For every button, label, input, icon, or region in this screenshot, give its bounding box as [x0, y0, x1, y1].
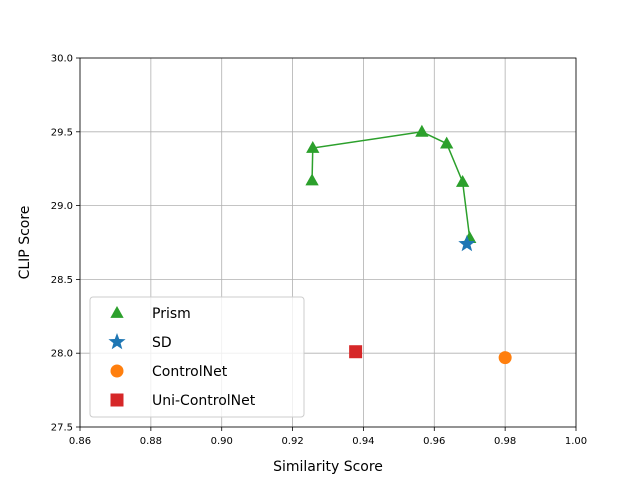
legend: Prism SD ControlNet Uni-ControlNet: [89, 296, 305, 418]
legend-box: [89, 296, 305, 418]
prism-point: [305, 173, 319, 186]
sd-point: [458, 234, 476, 252]
x-tick-label: 1.00: [565, 436, 587, 447]
x-tick-label: 0.86: [69, 436, 91, 447]
y-tick-label: 28.0: [51, 349, 73, 360]
legend-label-controlnet: ControlNet: [152, 364, 228, 380]
x-tick-label: 0.96: [423, 436, 445, 447]
y-tick-label: 27.5: [51, 423, 73, 434]
y-axis-label: CLIP Score: [17, 206, 33, 280]
controlnet-point: [498, 351, 512, 365]
legend-marker-prism: [110, 306, 124, 318]
legend-label-uni-controlnet: Uni-ControlNet: [152, 393, 256, 409]
axis-ticks: 0.86 0.88 0.90 0.92 0.94 0.96 0.98 1.00 27.5 28.0…: [51, 54, 587, 448]
x-tick-label: 0.92: [281, 436, 303, 447]
legend-marker-controlnet: [110, 364, 124, 378]
x-tick-label: 0.94: [352, 436, 374, 447]
y-tick-label: 29.0: [51, 201, 73, 212]
prism-point: [306, 141, 320, 153]
x-tick-label: 0.88: [140, 436, 162, 447]
plot-frame: [79, 57, 577, 428]
y-tick-label: 30.0: [51, 54, 73, 65]
legend-label-sd: SD: [152, 335, 172, 351]
y-tick-label: 28.5: [51, 275, 73, 286]
x-tick-label: 0.90: [211, 436, 233, 447]
x-axis-label: Similarity Score: [273, 459, 383, 475]
legend-marker-sd: [108, 333, 126, 350]
y-tick-label: 29.5: [51, 127, 73, 138]
uni-controlnet-point: [349, 345, 363, 359]
prism-point: [455, 174, 470, 187]
prism-point: [440, 136, 454, 149]
legend-label-prism: Prism: [152, 306, 191, 322]
prism-line: [311, 131, 471, 239]
data-series: [305, 124, 512, 365]
legend-marker-uni-controlnet: [110, 393, 124, 407]
x-tick-label: 0.98: [494, 436, 516, 447]
prism-point: [415, 124, 429, 137]
